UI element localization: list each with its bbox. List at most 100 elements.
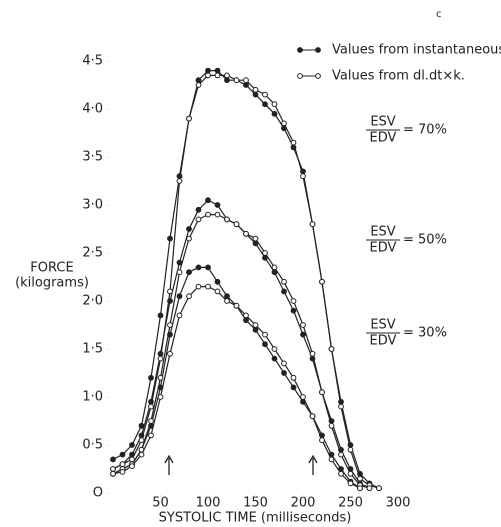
point (214, 72, 221, 79)
annotation-value: = 30% (403, 326, 447, 341)
point (214, 211, 221, 218)
legend-marker (297, 47, 303, 53)
point (319, 437, 325, 444)
point (338, 470, 344, 477)
x-axis-label: SYSTOLIC TIME (milliseconds) (159, 511, 352, 526)
point (148, 374, 154, 381)
point (243, 77, 249, 84)
point (167, 288, 173, 295)
point (176, 312, 183, 319)
x-tick-label: 250 (338, 496, 363, 511)
annotation-denominator: EDV (370, 334, 397, 349)
point (176, 293, 183, 300)
legend-marker (315, 73, 321, 79)
legend-marker (315, 47, 321, 53)
point (138, 451, 145, 458)
point (205, 211, 211, 218)
annotation-numerator: ESV (370, 225, 395, 240)
y-tick-label: 2·0 (82, 294, 103, 309)
point (281, 120, 287, 127)
point (186, 235, 192, 242)
point (338, 403, 344, 410)
point (366, 485, 373, 492)
y-tick-label: 4·0 (82, 102, 103, 117)
point (281, 278, 287, 285)
point (186, 226, 192, 232)
point (271, 110, 278, 117)
point (252, 235, 259, 242)
point (167, 322, 173, 328)
point (195, 264, 202, 271)
point (328, 456, 335, 463)
y-tick-label: 3·0 (82, 198, 103, 213)
point (319, 389, 325, 396)
point (157, 312, 164, 319)
point (148, 403, 154, 410)
point (309, 221, 316, 228)
point (195, 216, 202, 223)
point (233, 221, 240, 228)
point (205, 67, 211, 74)
point (233, 77, 240, 84)
point (157, 394, 164, 400)
y-tick-label: 1·0 (82, 390, 103, 405)
point (110, 470, 116, 477)
arrows (164, 454, 318, 475)
point (176, 178, 183, 184)
y-tick-label: 1·5 (82, 342, 103, 357)
point (224, 216, 230, 223)
point (347, 480, 354, 487)
x-tick-label: 200 (291, 496, 316, 511)
point (243, 82, 249, 88)
point (290, 298, 297, 304)
point (148, 418, 154, 424)
point (110, 456, 116, 463)
point (233, 302, 240, 309)
point (300, 173, 306, 180)
point (262, 91, 268, 98)
point (271, 101, 278, 108)
x-tick-label: 150 (243, 496, 268, 511)
panel-letter: c (436, 9, 442, 20)
point (157, 355, 164, 362)
point (243, 312, 249, 319)
curve (112, 214, 370, 489)
point (119, 468, 126, 475)
point (290, 139, 297, 146)
point (271, 264, 278, 271)
point (347, 446, 354, 453)
legend-marker (297, 73, 303, 79)
x-tick-label: 50 (152, 496, 169, 511)
y-tick-label: 4·5 (82, 54, 103, 69)
annotation-value: = 70% (403, 123, 447, 138)
point (271, 346, 278, 352)
point (357, 485, 363, 492)
point (281, 288, 287, 295)
point (281, 370, 287, 376)
y-tick-label: 0·5 (82, 438, 103, 453)
point (214, 288, 221, 295)
point (309, 350, 316, 357)
point (262, 101, 268, 108)
point (224, 72, 230, 79)
point (129, 442, 135, 448)
legend-label: Values from instantaneous ejection rate. (332, 43, 501, 58)
y-axis-label: (kilograms) (15, 276, 89, 291)
point (157, 374, 164, 381)
point (205, 264, 211, 271)
x-tick-label: 300 (386, 496, 411, 511)
point (290, 374, 297, 381)
point (186, 269, 192, 276)
curve (112, 286, 361, 489)
annotation-denominator: EDV (370, 241, 397, 256)
point (252, 322, 259, 328)
point (195, 82, 202, 88)
point (338, 451, 344, 458)
point (262, 341, 268, 348)
point (205, 72, 211, 79)
point (167, 350, 173, 357)
point (347, 470, 354, 477)
point (319, 278, 325, 285)
point (119, 451, 126, 458)
point (205, 283, 211, 290)
